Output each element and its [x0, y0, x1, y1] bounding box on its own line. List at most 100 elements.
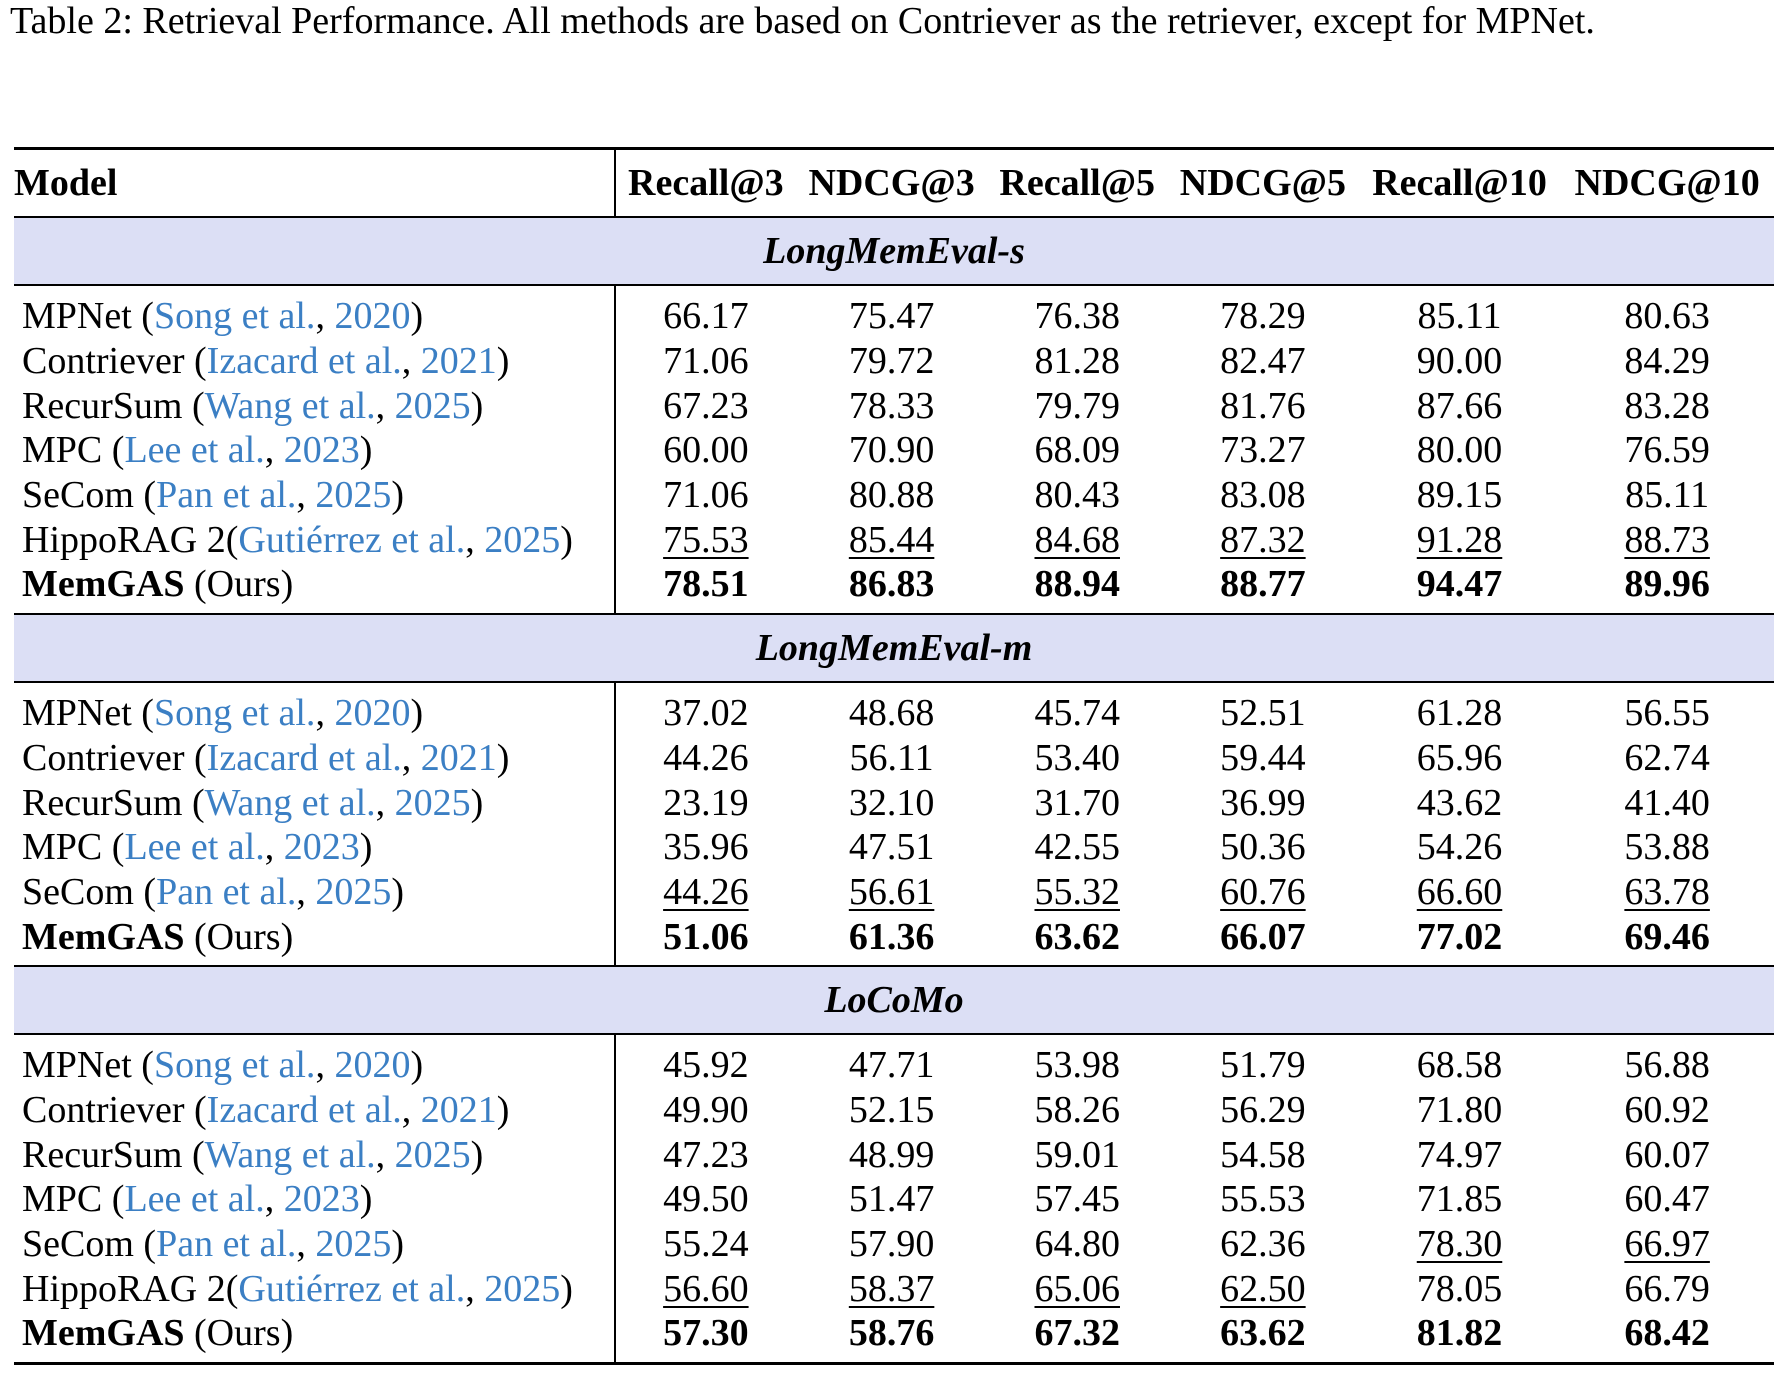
citation-year[interactable]: 2025 — [394, 1133, 471, 1176]
metric-cell: 47.51 — [796, 825, 988, 870]
citation-year[interactable]: 2020 — [334, 295, 411, 338]
metric-value: 89.15 — [1416, 474, 1503, 517]
citation-authors[interactable]: Gutiérrez et al. — [238, 1267, 466, 1310]
metric-value: 65.06 — [1034, 1267, 1120, 1310]
metric-value: 68.09 — [1034, 429, 1120, 472]
citation-year[interactable]: 2021 — [420, 340, 497, 383]
metric-cell: 56.60 — [615, 1266, 796, 1311]
citation-authors[interactable]: Pan et al. — [156, 1223, 297, 1266]
citation-year[interactable]: 2023 — [283, 826, 360, 869]
citation-open: ( — [184, 736, 207, 779]
citation-authors[interactable]: Gutiérrez et al. — [238, 518, 466, 561]
citation-authors[interactable]: Song et al. — [153, 1044, 316, 1087]
citation-close: ) — [359, 429, 373, 472]
metric-value: 61.36 — [848, 915, 935, 958]
metric-cell: 67.32 — [987, 1311, 1168, 1365]
metric-value: 56.29 — [1220, 1088, 1306, 1131]
metric-value: 59.44 — [1220, 736, 1306, 779]
citation-year[interactable]: 2025 — [484, 518, 561, 561]
citation-open: ( — [182, 1133, 205, 1176]
citation-year[interactable]: 2025 — [315, 474, 392, 517]
citation-authors[interactable]: Wang et al. — [204, 1133, 376, 1176]
metric-value: 85.11 — [1625, 474, 1710, 517]
citation-authors[interactable]: Izacard et al. — [206, 1088, 402, 1131]
citation-authors[interactable]: Song et al. — [153, 692, 316, 735]
citation-authors[interactable]: Izacard et al. — [206, 736, 402, 779]
table-row: MPNet (Song et al., 2020) 37.02 48.68 45.74… — [14, 681, 1774, 736]
metric-cell: 66.97 — [1560, 1222, 1774, 1267]
section-title: LongMemEval-m — [14, 613, 1774, 683]
table-row: MPC (Lee et al., 2023) 35.96 47.51 42.55 50.… — [14, 824, 1774, 870]
model-cell: MemGAS (Ours) — [14, 914, 616, 967]
model-name: MPNet — [22, 1044, 132, 1087]
table-caption: Table 2: Retrieval Performance. All meth… — [10, 0, 1595, 42]
metric-cell: 44.26 — [615, 870, 796, 915]
metric-cell: 76.38 — [987, 285, 1167, 339]
citation-year[interactable]: 2021 — [420, 736, 497, 779]
metric-value: 79.72 — [848, 340, 935, 383]
citation-year[interactable]: 2025 — [484, 1267, 561, 1310]
citation-authors[interactable]: Wang et al. — [204, 384, 376, 427]
column-header-recall10: Recall@10 — [1358, 147, 1561, 218]
metric-cell: 42.55 — [987, 825, 1167, 870]
citation-open: ( — [131, 1044, 154, 1087]
citation-close: ) — [496, 736, 510, 779]
metric-cell: 56.29 — [1167, 1088, 1359, 1133]
model-cell: RecurSum (Wang et al., 2025) — [14, 780, 616, 825]
citation-authors[interactable]: Pan et al. — [156, 474, 297, 517]
citation-authors[interactable]: Pan et al. — [156, 870, 297, 913]
model-cell: MPNet (Song et al., 2020) — [14, 1033, 616, 1088]
metric-value: 60.76 — [1220, 870, 1306, 913]
citation-year[interactable]: 2020 — [334, 692, 411, 735]
model-name: HippoRAG 2 — [22, 518, 226, 561]
metric-cell: 71.85 — [1359, 1177, 1560, 1222]
metric-cell: 62.36 — [1167, 1222, 1359, 1267]
citation-year[interactable]: 2023 — [283, 429, 360, 472]
section-title: LongMemEval-s — [14, 217, 1774, 286]
citation-close: ) — [410, 295, 424, 338]
metric-cell: 66.17 — [615, 285, 796, 339]
metric-value: 71.80 — [1416, 1088, 1503, 1131]
citation-authors[interactable]: Song et al. — [153, 295, 316, 338]
metric-cell: 83.28 — [1560, 383, 1774, 428]
citation-authors[interactable]: Lee et al. — [124, 826, 265, 869]
citation-close: ) — [470, 1133, 484, 1176]
model-name: MPNet — [22, 295, 132, 338]
metric-cell: 60.76 — [1167, 870, 1359, 915]
metric-value: 85.11 — [1417, 295, 1502, 338]
citation-year[interactable]: 2025 — [315, 1223, 392, 1266]
metric-cell: 60.07 — [1560, 1132, 1774, 1177]
citation-year[interactable]: 2025 — [394, 781, 471, 824]
metric-cell: 53.40 — [987, 736, 1167, 781]
citation-year[interactable]: 2025 — [315, 870, 392, 913]
citation-open: ( — [182, 781, 205, 824]
column-header-ndcg10: NDCG@10 — [1560, 147, 1774, 218]
citation-authors[interactable]: Wang et al. — [204, 781, 376, 824]
model-suffix: (Ours) — [184, 915, 294, 958]
model-cell: MPC (Lee et al., 2023) — [14, 428, 616, 473]
metric-cell: 89.15 — [1359, 473, 1560, 518]
model-cell: MPNet (Song et al., 2020) — [14, 681, 616, 736]
citation-authors[interactable]: Lee et al. — [124, 1178, 265, 1221]
metric-value: 63.78 — [1624, 870, 1710, 913]
metric-value: 78.51 — [663, 563, 749, 606]
table-row: RecurSum (Wang et al., 2025) 23.19 32.10 31… — [14, 780, 1774, 825]
metric-value: 32.10 — [848, 781, 935, 824]
metric-value: 60.07 — [1624, 1133, 1710, 1176]
metric-cell: 84.68 — [987, 517, 1167, 562]
citation-year[interactable]: 2020 — [334, 1044, 411, 1087]
metric-cell: 62.50 — [1167, 1266, 1359, 1311]
citation-authors[interactable]: Izacard et al. — [206, 340, 402, 383]
metric-value: 52.15 — [848, 1088, 935, 1131]
citation-authors[interactable]: Lee et al. — [124, 429, 265, 472]
metric-value: 51.06 — [663, 915, 749, 958]
citation-year[interactable]: 2025 — [394, 384, 471, 427]
citation-year[interactable]: 2023 — [283, 1178, 360, 1221]
citation-close: ) — [410, 692, 424, 735]
metric-value: 88.73 — [1624, 518, 1710, 561]
model-cell: RecurSum (Wang et al., 2025) — [14, 383, 616, 429]
metric-cell: 65.06 — [987, 1266, 1167, 1311]
citation-year[interactable]: 2021 — [420, 1088, 497, 1131]
metric-value: 70.90 — [848, 429, 935, 472]
citation-close: ) — [410, 1044, 424, 1087]
